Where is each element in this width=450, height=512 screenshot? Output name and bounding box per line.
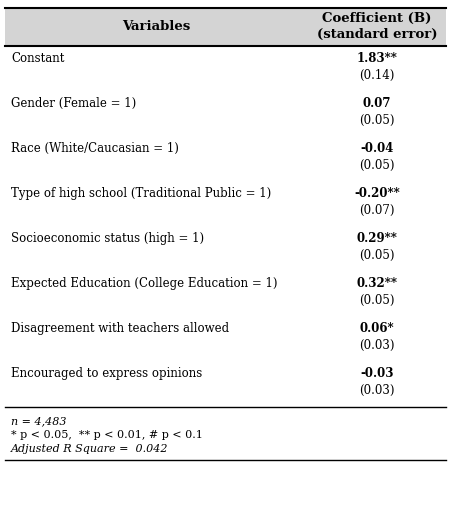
Text: (0.05): (0.05) bbox=[359, 159, 395, 172]
Text: (0.14): (0.14) bbox=[359, 69, 395, 82]
Text: Constant: Constant bbox=[11, 52, 65, 65]
Text: n = 4,483: n = 4,483 bbox=[11, 416, 67, 426]
Text: Race (White/Caucasian = 1): Race (White/Caucasian = 1) bbox=[11, 142, 179, 155]
Text: 0.32**: 0.32** bbox=[356, 277, 397, 290]
Text: Variables: Variables bbox=[122, 20, 190, 33]
Bar bbox=[4, 8, 446, 46]
Text: Adjusted R Square =  0.042: Adjusted R Square = 0.042 bbox=[11, 444, 169, 455]
Text: (0.05): (0.05) bbox=[359, 249, 395, 262]
Text: Disagreement with teachers allowed: Disagreement with teachers allowed bbox=[11, 322, 230, 335]
Text: -0.20**: -0.20** bbox=[354, 187, 400, 200]
Text: (0.03): (0.03) bbox=[359, 339, 395, 352]
Text: (0.05): (0.05) bbox=[359, 114, 395, 127]
Text: 0.29**: 0.29** bbox=[356, 232, 397, 245]
Text: Type of high school (Traditional Public = 1): Type of high school (Traditional Public … bbox=[11, 187, 271, 200]
Text: Encouraged to express opinions: Encouraged to express opinions bbox=[11, 367, 202, 380]
Text: (0.07): (0.07) bbox=[359, 204, 395, 217]
Text: Expected Education (College Education = 1): Expected Education (College Education = … bbox=[11, 277, 278, 290]
Text: 1.83**: 1.83** bbox=[356, 52, 397, 65]
Text: Socioeconomic status (high = 1): Socioeconomic status (high = 1) bbox=[11, 232, 204, 245]
Text: 0.07: 0.07 bbox=[363, 97, 391, 110]
Text: -0.04: -0.04 bbox=[360, 142, 394, 155]
Text: -0.03: -0.03 bbox=[360, 367, 394, 380]
Text: * p < 0.05,  ** p < 0.01, # p < 0.1: * p < 0.05, ** p < 0.01, # p < 0.1 bbox=[11, 430, 203, 440]
Text: (0.03): (0.03) bbox=[359, 385, 395, 397]
Text: Coefficient (B)
(standard error): Coefficient (B) (standard error) bbox=[317, 12, 437, 41]
Text: Gender (Female = 1): Gender (Female = 1) bbox=[11, 97, 136, 110]
Text: (0.05): (0.05) bbox=[359, 294, 395, 307]
Text: 0.06*: 0.06* bbox=[360, 322, 394, 335]
